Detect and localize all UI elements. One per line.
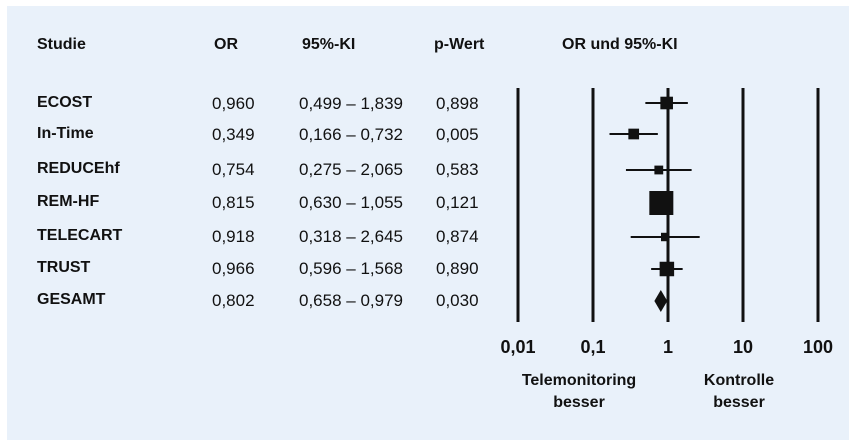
header-plot: OR und 95%-KI (562, 36, 678, 53)
study-name: REDUCEhf (37, 160, 120, 177)
ci-value: 0,318 – 2,645 (299, 227, 403, 246)
study-name: In-Time (37, 125, 94, 142)
or-value: 0,754 (212, 160, 255, 179)
x-tick-label: 10 (733, 337, 753, 357)
overall-name: GESAMT (37, 291, 106, 308)
point-estimate-square (661, 232, 670, 242)
favors-left-line1: Telemonitoring (521, 372, 637, 389)
favors-telemonitoring-label: Telemonitoring besser (494, 370, 664, 414)
or-value: 0,960 (212, 94, 255, 113)
or-value: 0,966 (212, 259, 255, 278)
ci-value: 0,499 – 1,839 (299, 94, 403, 113)
p-value: 0,583 (436, 160, 479, 179)
overall-diamond (654, 290, 668, 312)
study-name: TELECART (37, 227, 123, 244)
study-name: REM-HF (37, 193, 100, 210)
p-value: 0,898 (436, 94, 479, 113)
p-value: 0,121 (436, 193, 479, 212)
x-tick-label: 100 (803, 337, 833, 357)
header-ci: 95%-KI (302, 36, 356, 53)
x-tick-label: 0,01 (500, 337, 535, 357)
favors-right-line2: besser (713, 394, 765, 411)
or-value: 0,815 (212, 193, 255, 212)
header-or: OR (214, 36, 238, 53)
or-value: 0,918 (212, 227, 255, 246)
point-estimate-square (649, 191, 674, 215)
figure-panel (7, 6, 849, 440)
header-study: Studie (37, 36, 86, 53)
favors-right-line1: Kontrolle (703, 372, 775, 389)
point-estimate-square (628, 128, 640, 140)
ci-value: 0,275 – 2,065 (299, 160, 403, 179)
favors-left-line2: besser (553, 394, 605, 411)
study-name: TRUST (37, 259, 91, 276)
overall-ci-value: 0,658 – 0,979 (299, 291, 403, 310)
or-value: 0,349 (212, 125, 255, 144)
overall-or-value: 0,802 (212, 291, 255, 310)
overall-p-value: 0,030 (436, 291, 479, 310)
ci-value: 0,166 – 0,732 (299, 125, 403, 144)
ci-value: 0,630 – 1,055 (299, 193, 403, 212)
x-tick-label: 0,1 (580, 337, 605, 357)
p-value: 0,890 (436, 259, 479, 278)
p-value: 0,005 (436, 125, 479, 144)
point-estimate-square (654, 165, 664, 175)
study-name: ECOST (37, 94, 93, 111)
x-tick-label: 1 (663, 337, 673, 357)
p-value: 0,874 (436, 227, 479, 246)
point-estimate-square (660, 96, 673, 110)
point-estimate-square (659, 261, 675, 277)
ci-value: 0,596 – 1,568 (299, 259, 403, 278)
header-p: p-Wert (434, 36, 485, 53)
favors-control-label: Kontrolle besser (680, 370, 798, 414)
